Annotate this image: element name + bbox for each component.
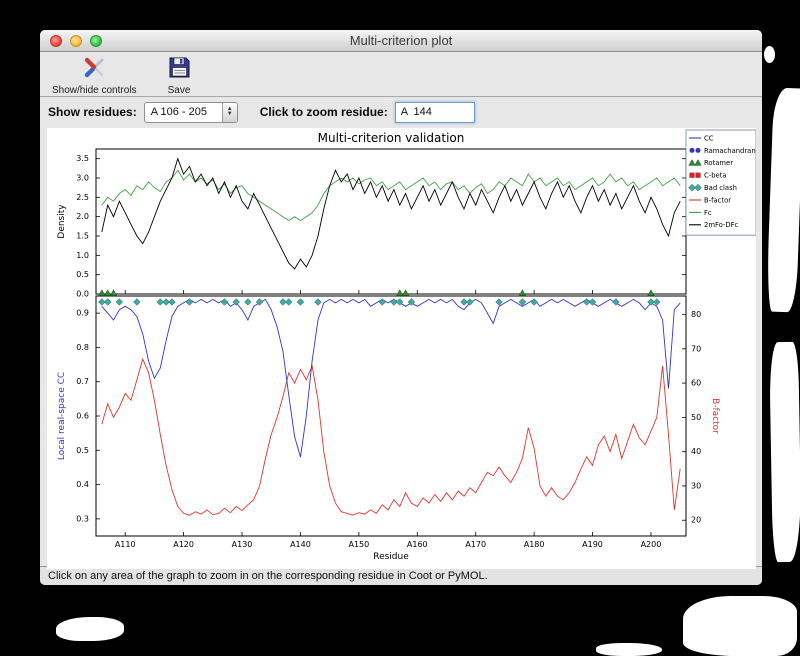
2mfo-dfc-line xyxy=(101,157,681,270)
svg-text:50: 50 xyxy=(691,413,701,422)
svg-text:20: 20 xyxy=(691,516,701,525)
minimize-button[interactable] xyxy=(70,35,82,47)
artifact xyxy=(56,617,124,641)
tools-icon xyxy=(82,55,107,85)
svg-text:0.7: 0.7 xyxy=(76,377,89,386)
svg-text:0.6: 0.6 xyxy=(76,412,89,421)
svg-text:A120: A120 xyxy=(173,540,194,549)
artifact xyxy=(764,46,775,63)
residue-range-value: A 106 - 205 xyxy=(150,106,207,118)
svg-text:0.8: 0.8 xyxy=(76,343,89,352)
svg-text:60: 60 xyxy=(691,379,701,388)
outlier-markers xyxy=(98,289,661,306)
svg-text:CC: CC xyxy=(704,134,714,142)
save-label: Save xyxy=(167,85,191,96)
svg-text:70: 70 xyxy=(691,344,701,353)
svg-text:0.9: 0.9 xyxy=(76,309,89,318)
svg-text:Bad clash: Bad clash xyxy=(704,184,737,192)
multi-criterion-chart[interactable]: Multi-criterion validation 0.0 0.5 1.0 1.5 2.… xyxy=(47,128,757,569)
svg-text:A140: A140 xyxy=(290,540,311,549)
svg-text:A200: A200 xyxy=(641,540,662,549)
zoom-button[interactable] xyxy=(90,35,102,47)
artifact xyxy=(683,596,797,656)
zoom-residue-input[interactable] xyxy=(394,101,475,123)
residue-range-select[interactable]: A 106 - 205 ▲ ▼ xyxy=(143,101,238,123)
bfactor-axis-label: B-factor xyxy=(710,398,720,434)
svg-text:A160: A160 xyxy=(407,540,428,549)
residue-axis-label: Residue xyxy=(373,552,409,562)
svg-text:1.5: 1.5 xyxy=(76,232,89,241)
show-hide-controls-label: Show/hide controls xyxy=(52,85,137,96)
title-bar[interactable]: Multi-criterion plot xyxy=(40,30,762,52)
close-button[interactable] xyxy=(50,35,62,47)
cc-axis-label: Local real-space CC xyxy=(57,372,67,460)
svg-text:2.0: 2.0 xyxy=(76,212,89,221)
svg-text:0.3: 0.3 xyxy=(76,514,89,523)
svg-text:0.0: 0.0 xyxy=(76,290,89,299)
cc-plot-frame xyxy=(95,295,687,537)
traffic-lights xyxy=(50,35,102,47)
svg-text:A150: A150 xyxy=(348,540,369,549)
figure-canvas[interactable]: Multi-criterion validation 0.0 0.5 1.0 1.5 2.… xyxy=(47,128,757,569)
chart-title: Multi-criterion validation xyxy=(318,131,465,145)
artifact xyxy=(596,643,662,656)
fc-line xyxy=(101,169,681,222)
artifact xyxy=(769,341,800,563)
window-title: Multi-criterion plot xyxy=(349,33,453,48)
svg-text:A110: A110 xyxy=(115,540,136,549)
svg-text:A180: A180 xyxy=(524,540,545,549)
svg-text:Ramachandran: Ramachandran xyxy=(704,147,756,155)
cc-line xyxy=(101,298,681,458)
stepper-arrows-icon[interactable]: ▲ ▼ xyxy=(221,102,237,122)
show-residues-label: Show residues: xyxy=(48,105,137,119)
chart-legend: CC Ramachandran Rotamer C-beta Bad clash B-fa… xyxy=(685,129,757,236)
svg-text:A170: A170 xyxy=(465,540,486,549)
save-button[interactable]: Save xyxy=(167,55,192,96)
multi-criterion-plot-window: Multi-criterion plot Show/hide controls xyxy=(40,30,762,585)
svg-text:0.5: 0.5 xyxy=(76,446,89,455)
svg-text:C-beta: C-beta xyxy=(704,172,727,180)
svg-text:2mFo-DFc: 2mFo-DFc xyxy=(704,221,738,229)
svg-text:Rotamer: Rotamer xyxy=(704,159,733,167)
svg-text:2.5: 2.5 xyxy=(76,193,89,202)
save-icon xyxy=(167,55,192,85)
svg-text:0.5: 0.5 xyxy=(76,270,89,279)
svg-text:3.5: 3.5 xyxy=(76,154,89,163)
svg-text:0.4: 0.4 xyxy=(76,480,89,489)
svg-text:A130: A130 xyxy=(232,540,253,549)
svg-text:B-factor: B-factor xyxy=(704,196,731,204)
svg-text:40: 40 xyxy=(691,447,701,456)
status-text: Click on any area of the graph to zoom i… xyxy=(48,570,488,582)
b-factor-line xyxy=(101,357,681,516)
svg-text:30: 30 xyxy=(691,481,701,490)
density-plot-frame xyxy=(95,148,687,295)
show-hide-controls-button[interactable]: Show/hide controls xyxy=(52,55,137,96)
svg-text:A190: A190 xyxy=(582,540,603,549)
artifact xyxy=(766,87,800,313)
density-axis-label: Density xyxy=(57,204,67,239)
toolbar: Show/hide controls Save xyxy=(40,52,762,97)
svg-text:3.0: 3.0 xyxy=(76,174,89,183)
zoom-residue-label: Click to zoom residue: xyxy=(259,105,388,119)
svg-text:Fc: Fc xyxy=(704,209,712,217)
controls-row: Show residues: A 106 - 205 ▲ ▼ Click to z… xyxy=(40,97,762,127)
plot-panel: Multi-criterion validation 0.0 0.5 1.0 1.5 2.… xyxy=(40,127,762,569)
svg-text:1.0: 1.0 xyxy=(76,251,89,260)
svg-text:80: 80 xyxy=(691,310,701,319)
